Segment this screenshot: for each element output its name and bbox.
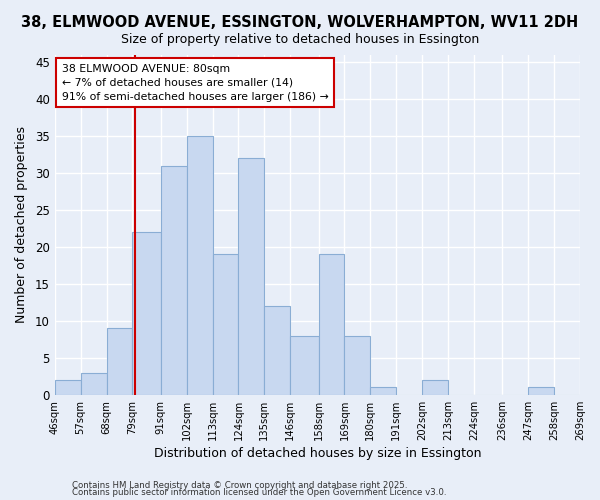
Bar (344, 336, 370, 395)
Bar (238, 158, 265, 395)
Text: 38, ELMWOOD AVENUE, ESSINGTON, WOLVERHAMPTON, WV11 2DH: 38, ELMWOOD AVENUE, ESSINGTON, WOLVERHAM… (22, 15, 578, 30)
Y-axis label: Number of detached properties: Number of detached properties (15, 126, 28, 324)
Text: Contains public sector information licensed under the Open Government Licence v3: Contains public sector information licen… (72, 488, 446, 497)
Bar (161, 166, 187, 395)
X-axis label: Distribution of detached houses by size in Essington: Distribution of detached houses by size … (154, 447, 481, 460)
Bar (133, 232, 161, 395)
Bar (290, 336, 319, 395)
Bar (422, 380, 448, 395)
Bar (107, 328, 133, 395)
Text: Contains HM Land Registry data © Crown copyright and database right 2025.: Contains HM Land Registry data © Crown c… (72, 480, 407, 490)
Bar (319, 254, 344, 395)
Bar (55, 380, 80, 395)
Bar (265, 306, 290, 395)
Bar (80, 372, 107, 395)
Text: Size of property relative to detached houses in Essington: Size of property relative to detached ho… (121, 32, 479, 46)
Bar (370, 388, 396, 395)
Bar (187, 136, 212, 395)
Text: 38 ELMWOOD AVENUE: 80sqm
← 7% of detached houses are smaller (14)
91% of semi-de: 38 ELMWOOD AVENUE: 80sqm ← 7% of detache… (62, 64, 328, 102)
Bar (528, 388, 554, 395)
Bar (212, 254, 238, 395)
